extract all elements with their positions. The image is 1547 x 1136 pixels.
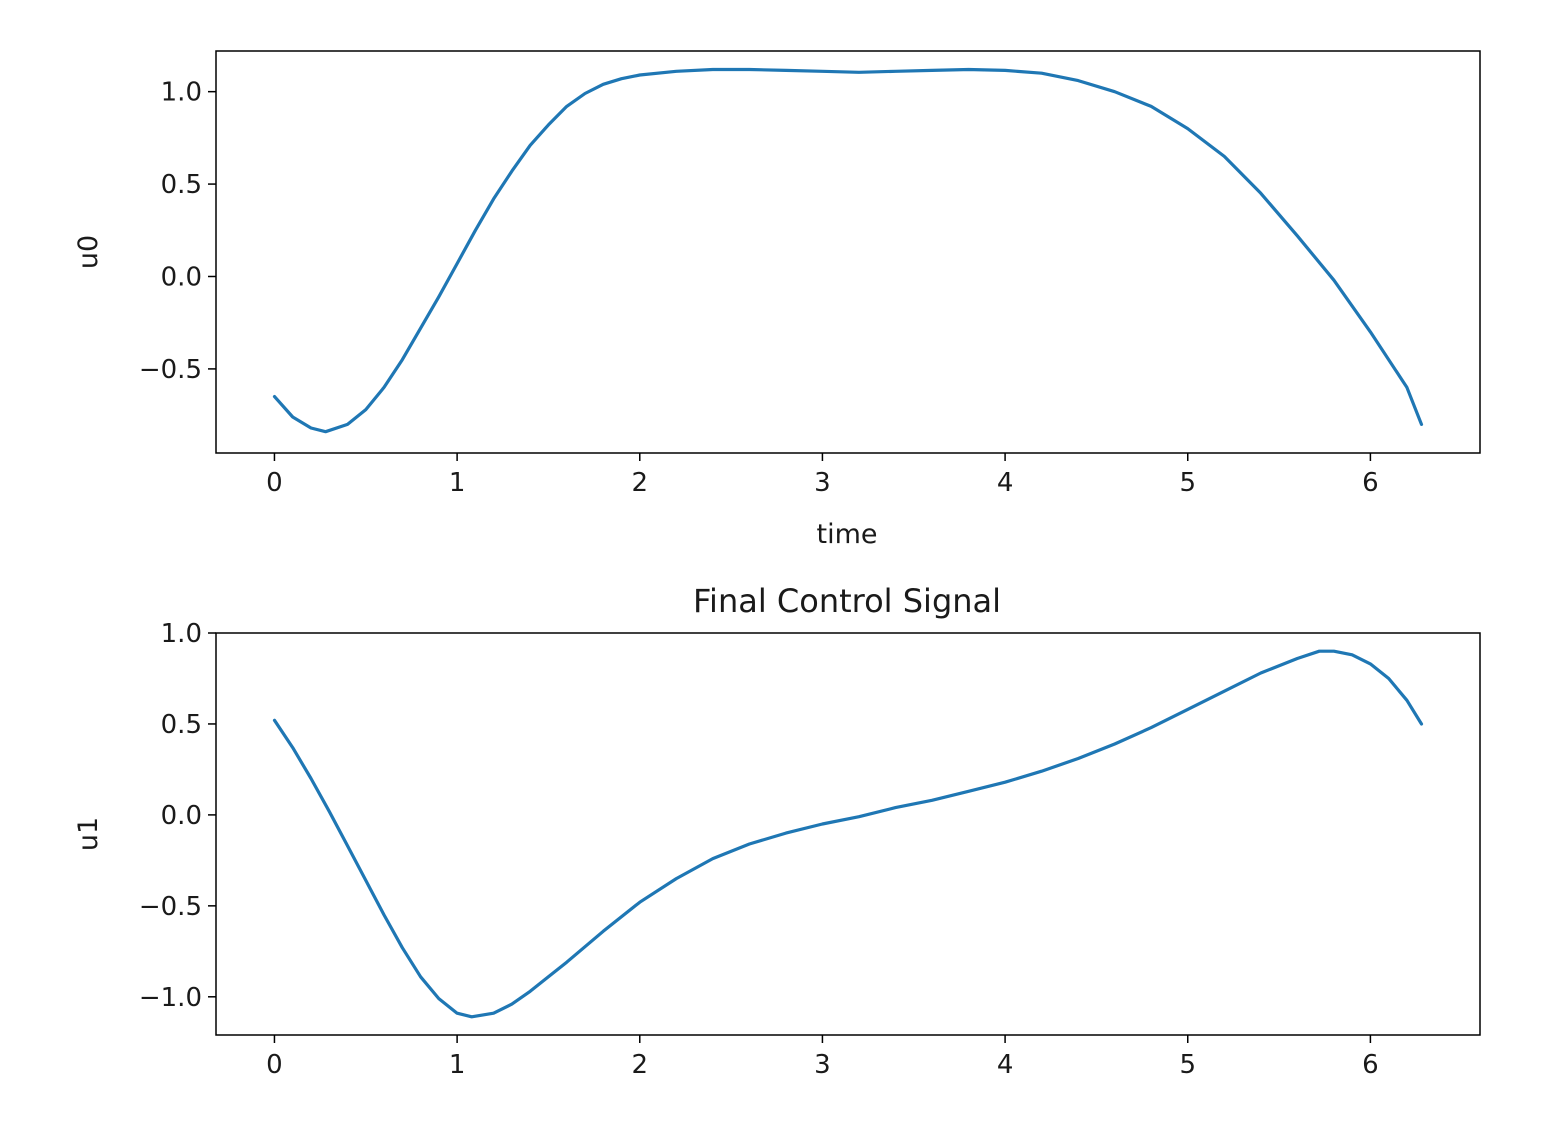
u0-x-axis-label: time <box>816 519 877 550</box>
u1-axes-frame <box>215 632 1481 1036</box>
x-tick-label: 4 <box>997 1050 1014 1080</box>
u1-y-ticks: −1.0 −0.5 0.0 0.5 1.0 <box>139 619 216 1013</box>
u0-y-ticks: −0.5 0.0 0.5 1.0 <box>139 78 216 385</box>
x-tick-label: 3 <box>814 468 831 498</box>
y-tick-label: −0.5 <box>139 892 202 922</box>
x-tick-label: 1 <box>449 468 466 498</box>
u1-series-line <box>272 649 1424 1019</box>
x-tick-label: 5 <box>1179 468 1196 498</box>
u1-y-axis-label: u1 <box>73 817 104 851</box>
u0-x-ticks: 0 1 2 3 4 5 6 <box>266 453 1379 498</box>
x-tick-label: 0 <box>266 468 283 498</box>
x-tick-label: 1 <box>449 1050 466 1080</box>
x-tick-label: 2 <box>631 468 648 498</box>
y-tick-label: −1.0 <box>139 983 202 1013</box>
y-tick-label: 1.0 <box>161 619 202 649</box>
u1-chart-title: Final Control Signal <box>693 582 1001 620</box>
u0-series-line <box>272 67 1424 434</box>
y-tick-label: 0.5 <box>161 170 202 200</box>
x-tick-label: 4 <box>997 468 1014 498</box>
x-tick-label: 0 <box>266 1050 283 1080</box>
x-tick-label: 6 <box>1362 1050 1379 1080</box>
x-tick-label: 6 <box>1362 468 1379 498</box>
u0-subplot: 0 1 2 3 4 5 6 −0.5 0.0 0.5 1.0 time u0 <box>73 50 1481 550</box>
x-tick-label: 3 <box>814 1050 831 1080</box>
y-tick-label: 0.0 <box>161 262 202 292</box>
y-tick-label: −0.5 <box>139 355 202 385</box>
u1-x-ticks: 0 1 2 3 4 5 6 <box>266 1035 1379 1080</box>
x-tick-label: 5 <box>1179 1050 1196 1080</box>
x-tick-label: 2 <box>631 1050 648 1080</box>
u1-subplot: Final Control Signal 0 1 2 3 4 5 6 −1.0 −0.5 0.0… <box>73 582 1481 1080</box>
y-tick-label: 1.0 <box>161 78 202 108</box>
y-tick-label: 0.0 <box>161 801 202 831</box>
y-tick-label: 0.5 <box>161 710 202 740</box>
u0-axes-frame <box>215 50 1481 454</box>
u0-y-axis-label: u0 <box>73 235 104 269</box>
